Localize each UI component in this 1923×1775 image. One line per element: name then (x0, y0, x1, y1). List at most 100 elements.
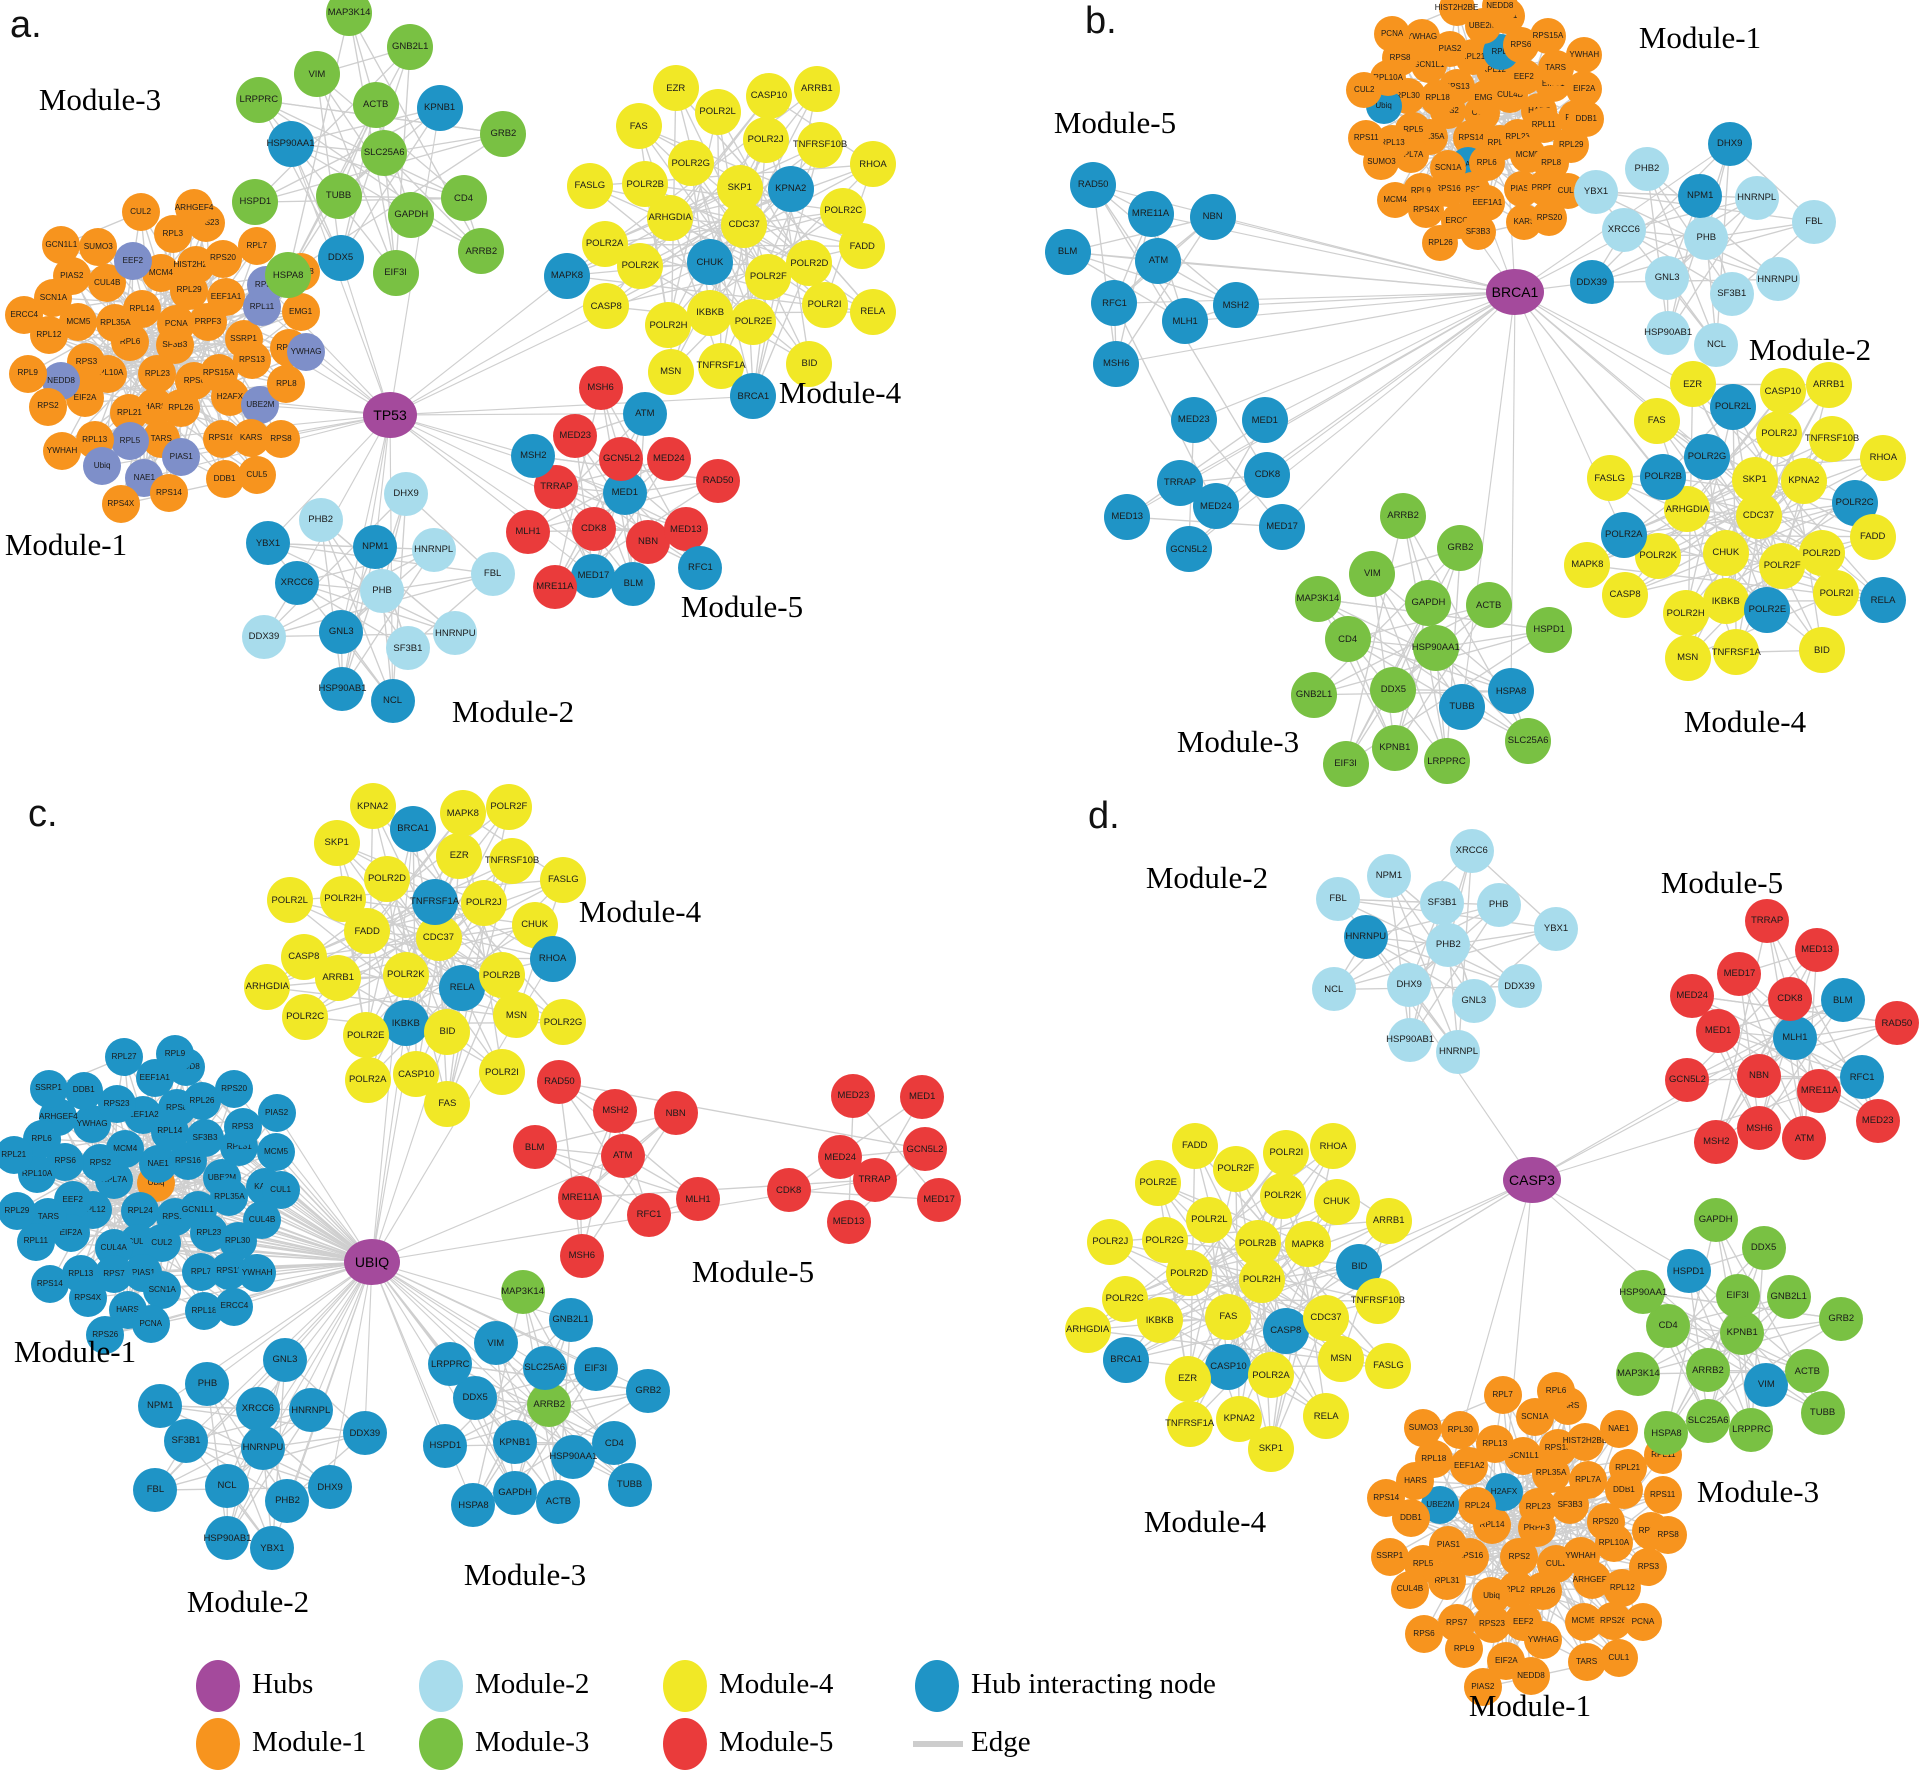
network-node: RPL7 (237, 226, 276, 265)
gene-label: XRCC6 (1607, 224, 1640, 236)
network-node: CHUK (1313, 1178, 1360, 1225)
gene-label: ACTB (545, 1496, 572, 1508)
gene-label: RPL13 (68, 1268, 94, 1278)
network-node: ACTB (1785, 1349, 1830, 1394)
gene-label: GAPDH (394, 209, 429, 221)
gene-label: RPL8 (1541, 158, 1562, 168)
network-node: EZR (1669, 361, 1716, 408)
network-node: CUL1 (1599, 1638, 1638, 1677)
network-node: RPS26 (86, 1316, 125, 1354)
edge (341, 547, 376, 689)
gene-label: MLH1 (515, 525, 541, 537)
gene-label: MCM5 (1571, 1616, 1596, 1626)
gene-label: MED1 (611, 487, 638, 499)
network-node: NCL (1694, 322, 1739, 367)
network-node: MSH6 (578, 365, 623, 410)
network-node: ARRB2 (1685, 1348, 1730, 1393)
network-node: GAPDH (1693, 1198, 1738, 1243)
gene-label: GNL3 (328, 625, 354, 637)
gene-label: YBX1 (255, 537, 281, 549)
network-node: DDX5 (1741, 1225, 1786, 1270)
edge (1531, 1179, 1690, 1272)
network-node: VIM (473, 1321, 518, 1366)
module-label-d-module-5: Module-5 (1660, 865, 1784, 900)
gene-label: EIF2A (1494, 1656, 1518, 1666)
network-node: PHB2 (265, 1479, 310, 1524)
hub-label: TP53 (373, 407, 407, 423)
gene-label: NCL (1324, 983, 1344, 995)
network-node: FASLG (540, 856, 587, 903)
network-node: ARRB2 (527, 1383, 572, 1427)
gene-label: ACTB (1794, 1365, 1821, 1377)
gene-label: EZR (1683, 378, 1703, 390)
network-node: POLR2H (1662, 590, 1709, 637)
edge (558, 1082, 583, 1257)
gene-label: SUMO3 (83, 241, 113, 251)
gene-label: POLR2H (649, 319, 688, 331)
edge (1623, 438, 1833, 536)
gene-label: MED23 (1861, 1114, 1894, 1126)
edge (1596, 191, 1757, 199)
network-node: RPL21 (0, 1136, 33, 1175)
network-node: DDB1 (64, 1071, 103, 1110)
edge (1333, 904, 1500, 991)
network-node: NBN (1737, 1054, 1781, 1099)
network-node: RAD50 (537, 1060, 582, 1105)
gene-label: POLR2G (1145, 1234, 1185, 1246)
gene-label: FBL (146, 1484, 165, 1496)
gene-label: ATM (635, 407, 655, 419)
gene-label: EIF3I (1726, 1289, 1750, 1301)
edge (574, 436, 595, 577)
network-node: POLR2F (1212, 1146, 1259, 1193)
gene-label: EEF1A2 (128, 1109, 159, 1119)
gene-label: RPL8 (276, 379, 297, 389)
network-node: TUBB (1800, 1390, 1845, 1435)
gene-label: RELA (860, 306, 886, 318)
gene-label: NPM1 (146, 1399, 174, 1411)
network-node: MED1 (900, 1074, 945, 1119)
gene-label: CASP10 (398, 1068, 435, 1080)
network-node: CUL2 (1346, 72, 1383, 109)
gene-label: TNFRSF1A (1711, 646, 1761, 658)
gene-label: RPL3 (162, 229, 183, 239)
gene-label: HIST2H2BE (1434, 2, 1479, 12)
gene-label: RPL23 (1505, 131, 1530, 141)
gene-label: BID (801, 357, 818, 369)
network-node: CD4 (592, 1421, 637, 1466)
gene-label: ARHGDIA (648, 212, 692, 224)
gene-label: FADD (1182, 1140, 1208, 1152)
gene-label: CHUK (696, 256, 724, 268)
gene-label: HSP90AB1 (318, 682, 367, 694)
gene-label: PCNA (1631, 1617, 1655, 1627)
gene-label: POLR2C (1105, 1293, 1144, 1305)
gene-label: RHOA (859, 158, 887, 170)
gene-label: GNL3 (1654, 272, 1680, 284)
edge (1646, 168, 1669, 334)
network-node: POLR2E (342, 1012, 389, 1059)
gene-label: RPL24 (1464, 1500, 1490, 1510)
gene-label: POLR2D (790, 257, 829, 269)
gene-label: VIM (1757, 1378, 1775, 1390)
network-node: SLC25A6 (1686, 1398, 1731, 1443)
gene-label: RPL24 (127, 1205, 153, 1215)
network-node: GCN5L2 (1665, 1058, 1710, 1103)
gene-label: RPL26 (189, 1096, 215, 1106)
edge (1125, 1179, 1533, 1361)
gene-label: NCL (1706, 339, 1726, 351)
gene-label: IKBKB (391, 1017, 420, 1029)
gene-label: CHUK (1323, 1195, 1350, 1207)
gene-label: ARRB1 (322, 971, 355, 983)
edge (1313, 547, 1461, 696)
gene-label: RPL12 (36, 330, 62, 340)
network-node: LRPPRC (1729, 1408, 1774, 1453)
gene-label: HSP90AB1 (1644, 327, 1693, 339)
edge (364, 1261, 373, 1434)
gene-label: RPL23 (196, 1227, 222, 1237)
network-node: MSN (647, 348, 694, 395)
network-node: SCN1A (34, 278, 73, 317)
gene-label: ARRB2 (465, 245, 498, 257)
gene-label: RPS7 (103, 1268, 125, 1278)
network-node: POLR2A (1600, 512, 1647, 558)
network-node: MSN (1664, 634, 1711, 681)
legend-swatch-module-1 (196, 1718, 240, 1770)
